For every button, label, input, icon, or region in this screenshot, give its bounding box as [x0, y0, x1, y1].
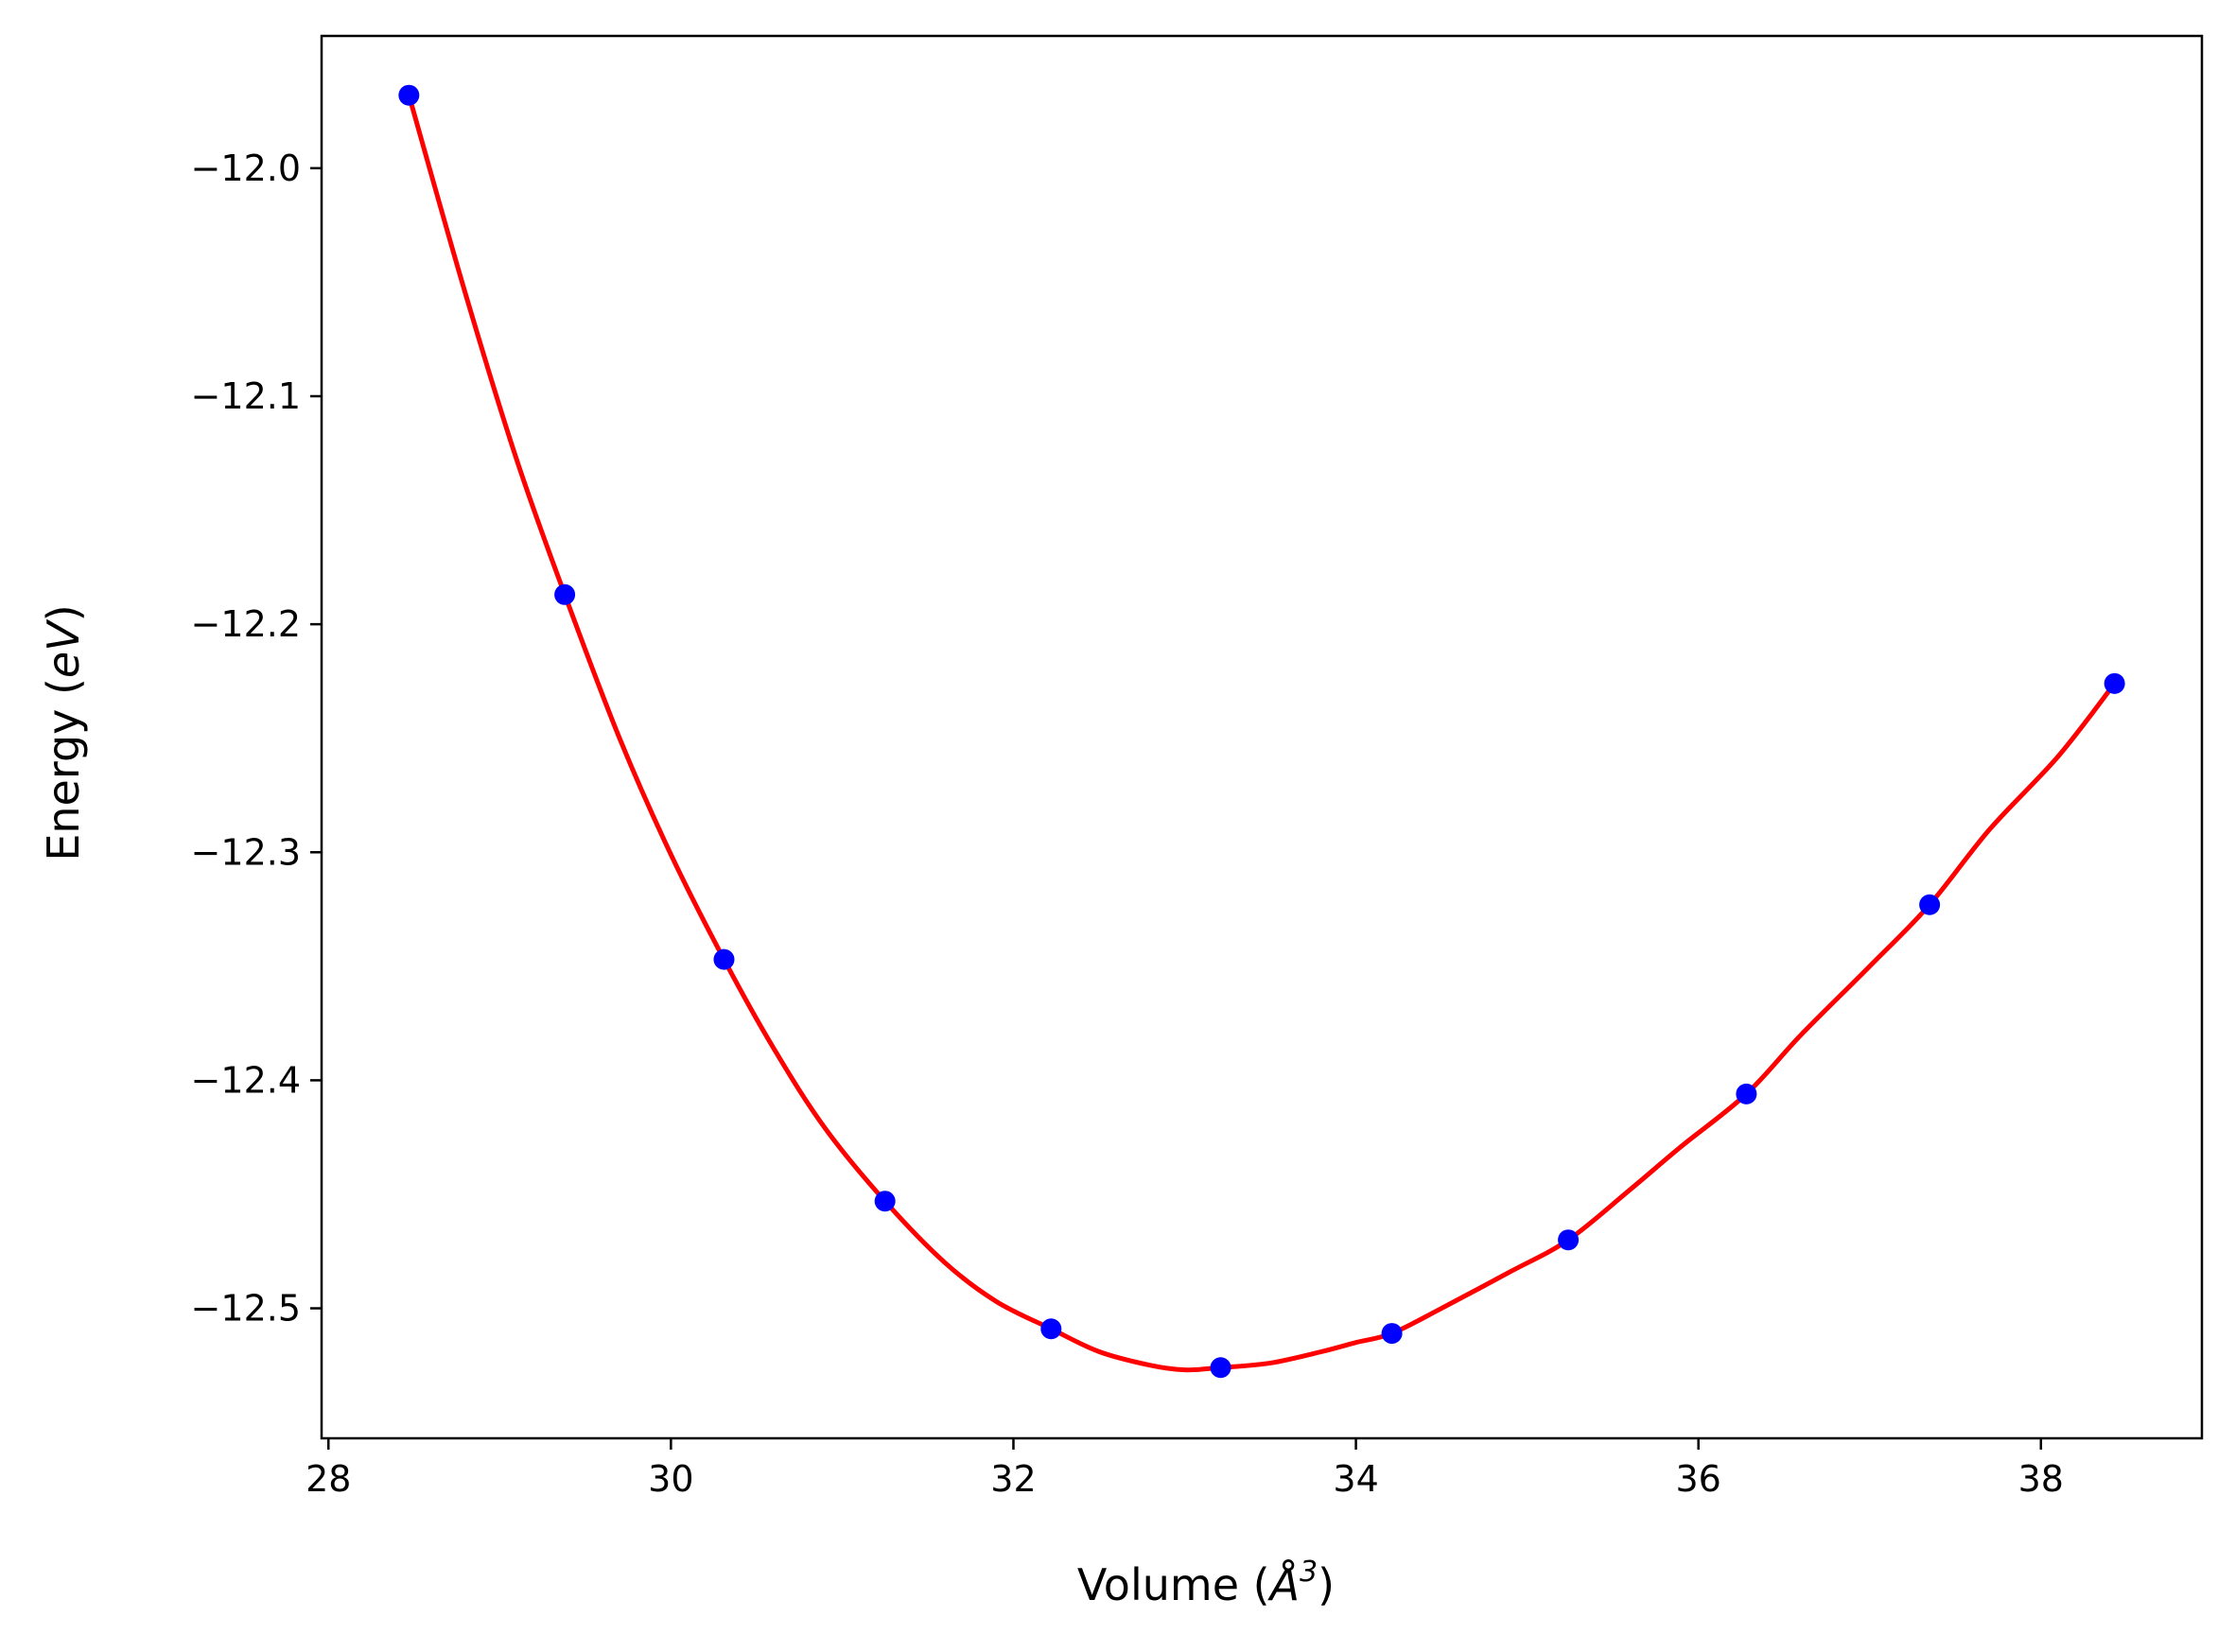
axes: 28 30 32 34 36 38 −12.0 −12.1 −12.2 −12.3 −12.4 −12… [191, 34, 2204, 1500]
y-axis-title-prefix: Energy ( [38, 678, 89, 861]
data-point [1558, 1229, 1580, 1251]
data-point [2104, 672, 2125, 694]
x-tick-label: 30 [648, 1458, 693, 1500]
data-point [1040, 1318, 1062, 1340]
axes-frame [320, 34, 2204, 1440]
y-tick-label: −12.3 [191, 831, 301, 873]
x-axis-title-prefix: Volume ( [1077, 1559, 1270, 1610]
x-tick-label: 34 [1333, 1458, 1378, 1500]
data-point [1210, 1357, 1231, 1379]
y-tick-label: −12.4 [191, 1059, 301, 1101]
y-axis-title-suffix: ) [38, 604, 89, 621]
x-axis-title-exponent: 3 [1300, 1556, 1318, 1589]
y-tick-label: −12.0 [191, 148, 301, 189]
y-tick-label: −12.5 [191, 1288, 301, 1330]
x-tick-label: 36 [1676, 1458, 1721, 1500]
x-axis-title-suffix: ) [1318, 1559, 1335, 1610]
data-point [1736, 1083, 1757, 1104]
data-point [1381, 1323, 1403, 1345]
y-tick-label: −12.1 [191, 375, 301, 417]
y-tick-label: −12.2 [191, 603, 301, 645]
x-tick-label: 28 [306, 1458, 351, 1500]
data-point [713, 948, 735, 970]
data-point [1919, 894, 1941, 915]
x-tick-label: 38 [2018, 1458, 2064, 1500]
x-axis-title: Volume (Å3) [1077, 1556, 1335, 1610]
y-axis-title-unit: eV [38, 618, 89, 678]
x-tick-label: 32 [990, 1458, 1036, 1500]
data-point [874, 1191, 896, 1212]
data-point [398, 84, 420, 106]
data-point [554, 583, 576, 605]
fit-curve [406, 95, 2117, 1373]
x-axis-title-unit: Å [1267, 1559, 1300, 1610]
y-axis-title: Energy (eV) [38, 604, 89, 861]
plot-area [398, 84, 2125, 1379]
